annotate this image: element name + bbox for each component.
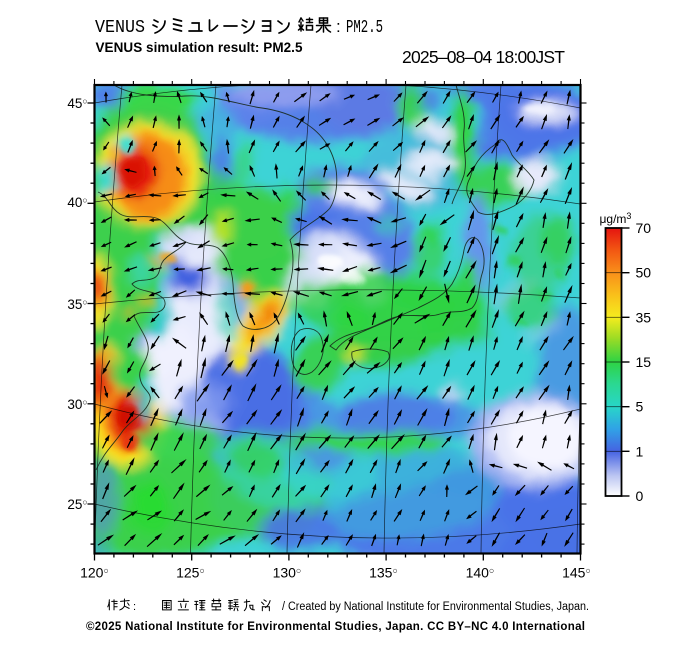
svg-text::: : [336,17,341,36]
svg-text:©2025 National Institute for E: ©2025 National Institute for Environment… [86,621,585,633]
svg-text:15: 15 [636,354,652,370]
svg-text:70: 70 [636,220,652,236]
svg-text:50: 50 [636,265,652,281]
svg-text:2025–08–04 18:00JST: 2025–08–04 18:00JST [402,47,565,67]
svg-text:μg/m3: μg/m3 [600,211,632,226]
svg-text:PM2.5: PM2.5 [346,18,383,38]
svg-text:125○: 125○ [176,565,205,581]
svg-text:5: 5 [636,399,644,415]
svg-text:135○: 135○ [369,565,398,581]
svg-text:140○: 140○ [466,565,495,581]
svg-text::: : [133,601,136,613]
svg-text:145○: 145○ [562,565,591,581]
svg-text:VENUS simulation result: PM2.5: VENUS simulation result: PM2.5 [96,40,303,55]
svg-text:120○: 120○ [80,565,109,581]
svg-text:VENUS: VENUS [95,18,145,38]
svg-text:0: 0 [636,488,644,504]
svg-text:/ Created by National Institut: / Created by National Institute for Envi… [282,601,589,613]
svg-text:35: 35 [636,309,652,325]
svg-text:1: 1 [636,443,644,459]
svg-text:130○: 130○ [273,565,302,581]
